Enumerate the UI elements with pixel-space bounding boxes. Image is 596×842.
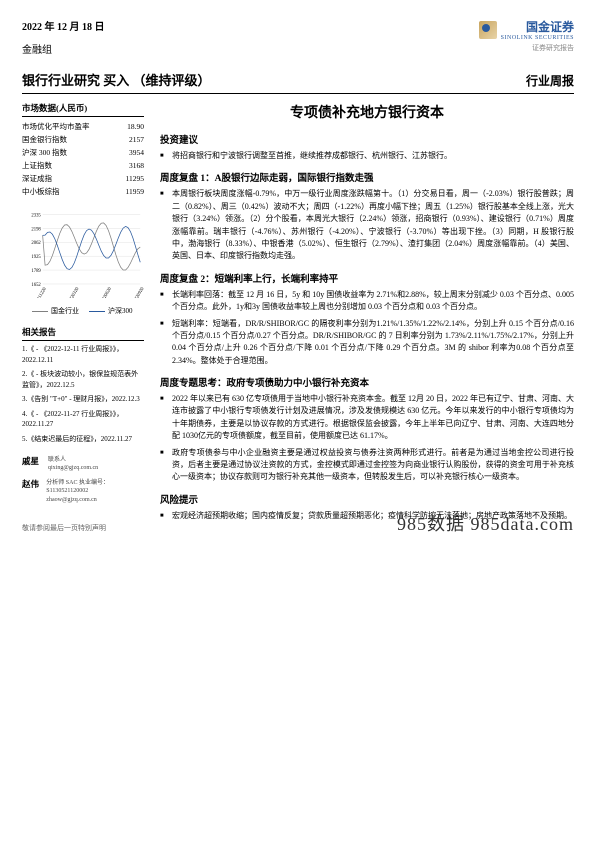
authors: 戚星联系人qixing@gjzq.com.cn赵伟分析师 SAC 执业编号：S1… <box>22 456 144 504</box>
section-heading: 周度专题思考：政府专项债助力中小银行补充资本 <box>160 375 574 389</box>
bullet-item: 将招商银行和宁波银行调整至首推，继续推荐成都银行、杭州银行、江苏银行。 <box>172 150 574 162</box>
market-data-table: 市场优化平均市盈率18.90国金银行指数2157沪深 300 指数3954上证指… <box>22 120 144 198</box>
related-item: 2.《 - 板块波动较小，银保监规范表外监管》，2022.12.5 <box>22 369 144 390</box>
market-label: 市场优化平均市盈率 <box>22 120 118 133</box>
market-value: 11295 <box>118 172 144 185</box>
report-date: 2022 年 12 月 18 日 <box>22 18 105 33</box>
main-title: 专项债补充地方银行资本 <box>160 102 574 122</box>
related-item: 5.《结束迟最后的征程》，2022.11.27 <box>22 434 144 445</box>
group-label: 金融组 <box>22 41 105 56</box>
related-list: 1.《 - 《2022-12-11 行业周报》》，2022.12.11 2.《 -… <box>22 344 144 444</box>
svg-text:220320: 220320 <box>69 286 81 298</box>
svg-text:220620: 220620 <box>102 286 114 298</box>
svg-text:1652: 1652 <box>31 283 41 288</box>
market-label: 上证指数 <box>22 159 118 172</box>
market-value: 11959 <box>118 185 144 198</box>
author-details: 联系人qixing@gjzq.com.cn <box>48 456 98 473</box>
author-details: 分析师 SAC 执业编号：S1130521120002zhaow@gjzq.co… <box>46 479 144 504</box>
legend-swatch <box>89 311 105 312</box>
chart-legend: 国金行业 沪深300 <box>22 306 144 316</box>
market-label: 中小板综指 <box>22 185 118 198</box>
market-value: 3954 <box>118 146 144 159</box>
watermark: 985数据 985data.com <box>397 510 574 536</box>
legend-label: 沪深300 <box>108 306 133 316</box>
author-name: 赵伟 <box>22 479 46 491</box>
section-heading: 周度复盘 2：短端利率上行，长端利率持平 <box>160 271 574 285</box>
related-item: 3.《告别 "T+0" - 理财月报》，2022.12.3 <box>22 394 144 405</box>
market-label: 深证成指 <box>22 172 118 185</box>
svg-text:2198: 2198 <box>31 227 41 232</box>
bullet-item: 短端利率：短端看，DR/R/SHIBOR/GC 的隔夜利率分别为1.21%/1.… <box>172 318 574 368</box>
related-heading: 相关报告 <box>22 326 144 341</box>
logo-block: 国金证券 SINOLINK SECURITIES 证券研究报告 <box>479 18 574 53</box>
section-heading: 周度复盘 1：A股银行边际走弱，国际银行指数走强 <box>160 170 574 184</box>
footer-disclaimer: 敬请参阅最后一页特别声明 <box>22 523 106 533</box>
related-item: 4.《 - 《2022-11-27 行业周报》》，2022.11.27 <box>22 409 144 430</box>
title-right: 行业周报 <box>526 72 574 89</box>
section-heading: 投资建议 <box>160 132 574 146</box>
svg-text:1925: 1925 <box>31 255 41 260</box>
bullet-item: 长端利率回落：截至 12 月 16 日，5y 和 10y 国债收益率为 2.71… <box>172 289 574 314</box>
market-value: 18.90 <box>118 120 144 133</box>
market-data-heading: 市场数据(人民币) <box>22 102 144 117</box>
market-value: 2157 <box>118 133 144 146</box>
bullet-item: 政府专项债参与中小企业融资主要是通过权益投资与债券注资两种形式进行。前者是为通过… <box>172 447 574 484</box>
bullet-item: 本周银行板块周度涨幅-0.79%，中万一级行业周度涨跌幅第十。（1）分交易日看，… <box>172 188 574 262</box>
market-label: 国金银行指数 <box>22 133 118 146</box>
logo-tag: 证券研究报告 <box>479 43 574 53</box>
svg-text:2062: 2062 <box>31 241 41 246</box>
logo-en: SINOLINK SECURITIES <box>501 35 574 41</box>
svg-text:220920: 220920 <box>134 286 144 298</box>
author-name: 戚星 <box>22 456 48 468</box>
logo-icon <box>479 21 497 39</box>
svg-text:2335: 2335 <box>31 213 41 218</box>
svg-text:211220: 211220 <box>37 286 49 298</box>
related-item: 1.《 - 《2022-12-11 行业周报》》，2022.12.11 <box>22 344 144 365</box>
legend-label: 国金行业 <box>51 306 79 316</box>
market-label: 沪深 300 指数 <box>22 146 118 159</box>
market-value: 3168 <box>118 159 144 172</box>
legend-swatch <box>32 311 48 312</box>
bullet-item: 2022 年以来已有 630 亿专项债用于当地中小银行补充资本金。截至 12月 … <box>172 393 574 443</box>
title-left: 银行行业研究 买入 （维持评级） <box>22 70 211 89</box>
svg-text:1789: 1789 <box>31 269 41 274</box>
performance-chart: 2335 2198 2062 1925 1789 1652211220 220320 2206… <box>22 208 144 298</box>
logo-name: 国金证券 <box>501 18 574 35</box>
section-heading: 风险提示 <box>160 492 574 506</box>
